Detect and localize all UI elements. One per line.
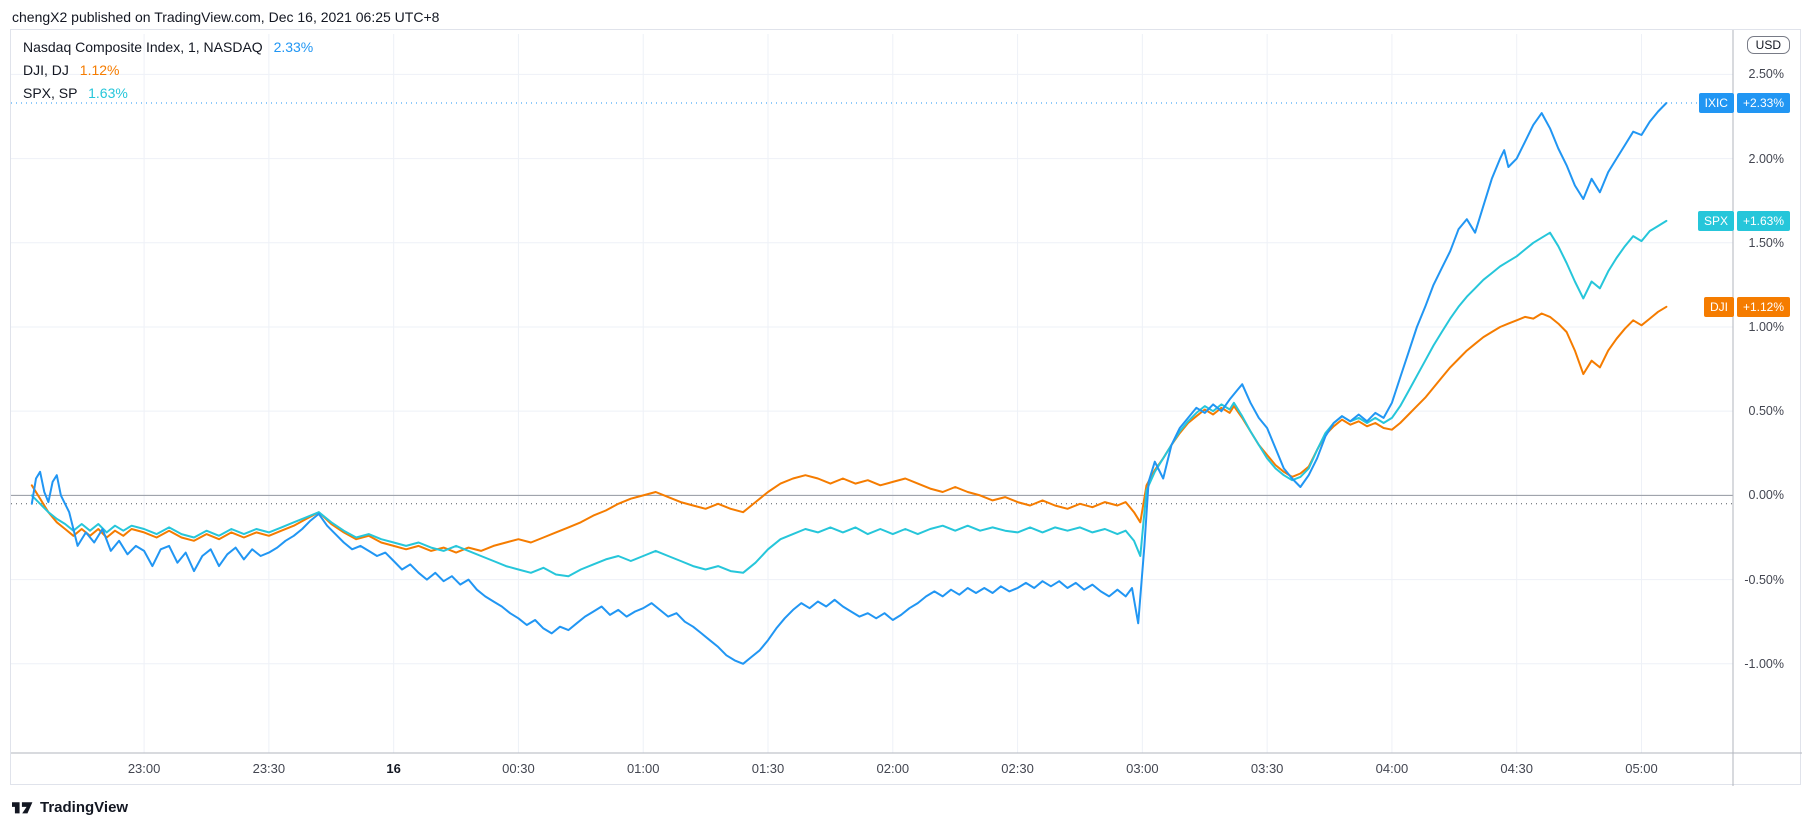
legend-value-dji: 1.12% (79, 62, 120, 78)
price-label-ixic: IXIC +2.33% (1698, 93, 1790, 114)
price-tick[interactable]: -1.00% (1744, 656, 1784, 671)
price-tick[interactable]: -0.50% (1744, 572, 1784, 587)
price-label-symbol: IXIC (1698, 93, 1734, 114)
time-tick[interactable]: 04:00 (1375, 761, 1409, 776)
legend-value-ixic: 2.33% (273, 39, 314, 55)
price-label-symbol: SPX (1697, 210, 1734, 231)
legend-title-dji: DJI, DJ (23, 62, 69, 78)
publish-info: chengX2 published on TradingView.com, De… (12, 9, 440, 25)
price-tick[interactable]: 0.50% (1748, 404, 1784, 419)
legend-title-ixic: Nasdaq Composite Index, 1, NASDAQ (23, 39, 263, 55)
time-tick[interactable]: 03:00 (1126, 761, 1159, 776)
time-tick[interactable]: 02:00 (876, 761, 910, 776)
tradingview-brand[interactable]: TradingView (40, 799, 129, 816)
legend-title-spx: SPX, SP (23, 85, 78, 101)
price-tick[interactable]: 2.00% (1748, 151, 1784, 166)
time-tick[interactable]: 02:30 (1001, 761, 1034, 776)
footer: TradingView (0, 785, 1813, 816)
price-tick[interactable]: 1.00% (1748, 319, 1784, 334)
time-tick[interactable]: 16 (386, 761, 401, 776)
chart-canvas[interactable] (11, 30, 1802, 786)
price-label-value: +2.33% (1736, 93, 1790, 114)
price-tick[interactable]: 2.50% (1748, 67, 1784, 82)
series-line-spx (30, 219, 1668, 578)
series-line-dji (30, 305, 1668, 554)
time-tick[interactable]: 04:30 (1500, 761, 1533, 776)
time-tick[interactable]: 05:00 (1625, 761, 1658, 776)
price-label-symbol: DJI (1703, 296, 1734, 317)
time-tick[interactable]: 01:30 (751, 761, 785, 776)
currency-badge[interactable]: USD (1746, 36, 1790, 54)
time-tick[interactable]: 23:00 (127, 761, 161, 776)
price-tick[interactable]: 1.50% (1748, 235, 1784, 250)
tradingview-logo-icon[interactable] (12, 799, 33, 816)
price-label-value: +1.12% (1736, 296, 1790, 317)
legend-row-spx[interactable]: SPX, SP 1.63% (23, 82, 313, 105)
time-tick[interactable]: 00:30 (502, 761, 535, 776)
legend: Nasdaq Composite Index, 1, NASDAQ 2.33% … (23, 36, 313, 105)
price-tick[interactable]: 0.00% (1748, 488, 1784, 503)
legend-value-spx: 1.63% (88, 85, 128, 101)
price-label-spx: SPX +1.63% (1697, 210, 1790, 231)
time-tick[interactable]: 03:30 (1250, 761, 1284, 776)
chart-area[interactable]: Nasdaq Composite Index, 1, NASDAQ 2.33% … (10, 29, 1802, 786)
price-label-dji: DJI +1.12% (1703, 296, 1790, 317)
time-tick[interactable]: 23:30 (252, 761, 286, 776)
legend-row-dji[interactable]: DJI, DJ 1.12% (23, 59, 313, 82)
time-tick[interactable]: 01:00 (626, 761, 660, 776)
series-line-ixic (30, 102, 1668, 665)
legend-row-ixic[interactable]: Nasdaq Composite Index, 1, NASDAQ 2.33% (23, 36, 313, 59)
price-label-value: +1.63% (1736, 210, 1790, 231)
